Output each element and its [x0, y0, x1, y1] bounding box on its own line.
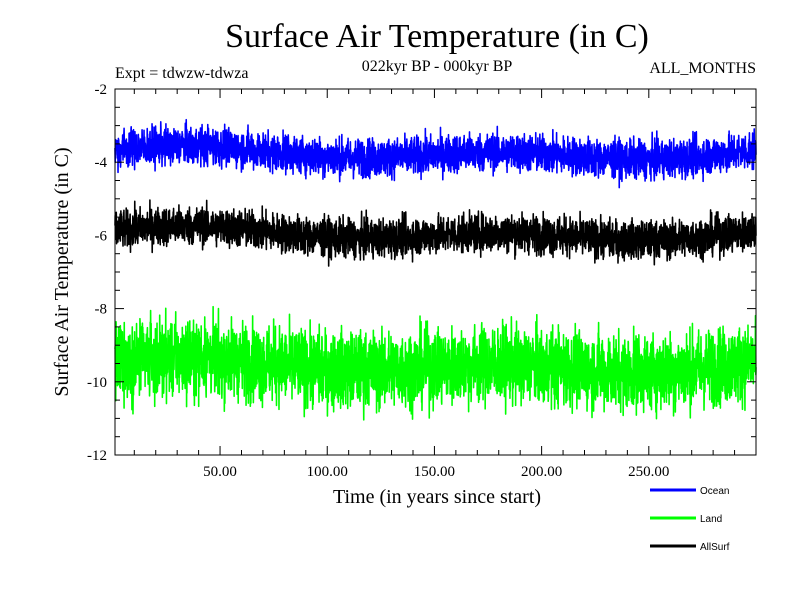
y-tick-label: -12 [87, 448, 107, 464]
y-axis-label: Surface Air Temperature (in C) [51, 147, 73, 396]
y-tick-label: -2 [95, 82, 108, 98]
y-tick-label: -6 [95, 228, 108, 244]
chart-subtitle: 022kyr BP - 000kyr BP [362, 58, 513, 75]
legend-label-ocean: Ocean [700, 486, 729, 497]
y-tick-label: -8 [95, 302, 108, 318]
x-axis-label: Time (in years since start) [333, 486, 541, 508]
season-label: ALL_MONTHS [649, 60, 756, 77]
x-tick-label: 200.00 [521, 464, 562, 480]
legend: Ocean Land AllSurf [650, 486, 730, 553]
x-tick-label: 150.00 [414, 464, 455, 480]
x-tick-label: 250.00 [628, 464, 669, 480]
series-line-land [114, 305, 757, 421]
series-line-allsurf [114, 199, 757, 267]
legend-label-land: Land [700, 514, 722, 525]
series-line-ocean [114, 118, 757, 189]
x-tick-label: 50.00 [203, 464, 237, 480]
axes: 50.00 100.00 150.00 200.00 250.00 -12 -10 -8 -6 -… [87, 82, 757, 480]
y-tick-label: -10 [87, 375, 107, 391]
experiment-label: Expt = tdwzw-tdwza [115, 65, 248, 82]
legend-label-allsurf: AllSurf [700, 542, 730, 553]
chart-title: Surface Air Temperature (in C) [225, 18, 649, 55]
y-tick-label: -4 [95, 155, 108, 171]
series-layer [114, 118, 757, 421]
x-tick-label: 100.00 [307, 464, 348, 480]
